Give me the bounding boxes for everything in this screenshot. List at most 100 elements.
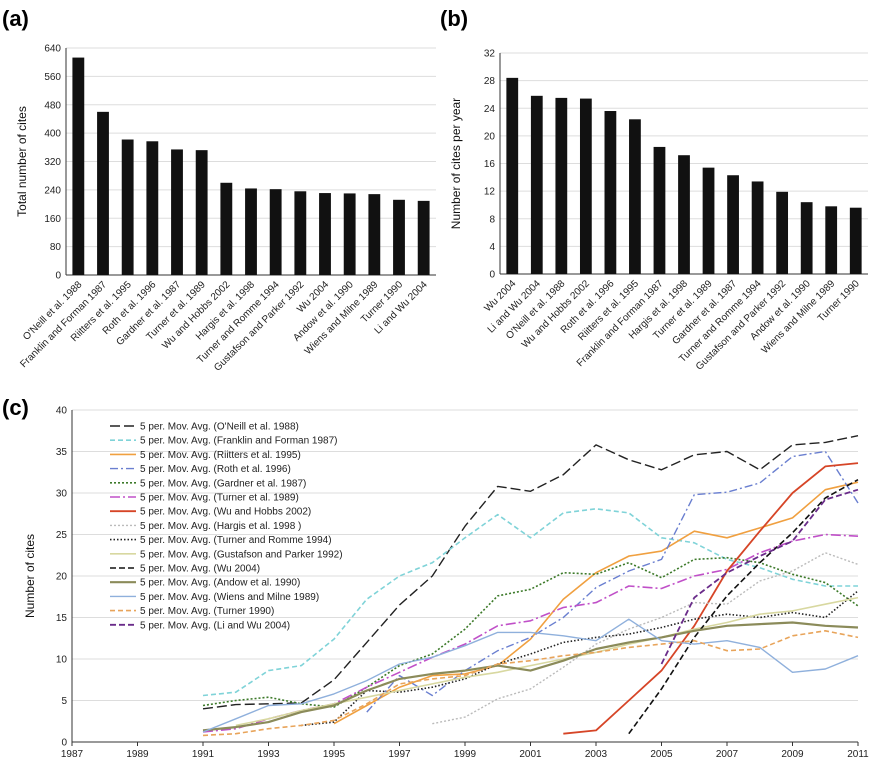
y-tick-label: 28	[484, 76, 496, 87]
y-tick-label: 20	[56, 572, 68, 583]
bar	[220, 182, 233, 275]
legend-entry: 5 per. Mov. Avg. (Wiens and Milne 1989)	[140, 592, 319, 603]
bar	[506, 77, 519, 274]
bar	[368, 194, 381, 275]
legend-entry: 5 per. Mov. Avg. (Turner and Romme 1994)	[140, 535, 332, 546]
y-tick-label: 25	[56, 530, 68, 541]
series-line	[202, 435, 859, 710]
bar	[269, 189, 282, 275]
y-tick-label: 640	[44, 44, 61, 55]
legend-entry: 5 per. Mov. Avg. (Li and Wu 2004)	[140, 620, 290, 631]
bar	[530, 95, 543, 274]
bar	[195, 150, 208, 275]
y-tick-label: 16	[484, 159, 496, 170]
y-tick-label: 0	[61, 738, 67, 749]
x-tick-label: 2009	[781, 749, 804, 760]
series-line	[660, 488, 859, 665]
bar	[849, 207, 862, 274]
panel-label-c: (c)	[2, 395, 29, 420]
series-line	[333, 481, 859, 725]
x-tick-label: 1989	[126, 749, 149, 760]
series-line	[202, 618, 859, 733]
series-line	[202, 629, 859, 737]
bar	[319, 193, 331, 275]
x-tick-label: 1987	[61, 749, 84, 760]
bar	[343, 193, 356, 275]
bar	[171, 149, 183, 275]
panel-label-b: (b)	[440, 6, 468, 31]
y-tick-label: 240	[44, 185, 61, 196]
series-line	[628, 479, 859, 735]
bar	[678, 155, 690, 274]
x-tick-label: 2007	[716, 749, 739, 760]
y-tick-label: 320	[44, 157, 61, 168]
bar	[245, 188, 257, 275]
y-axis-title: Total number of cites	[15, 106, 29, 217]
legend-entry: 5 per. Mov. Avg. (Turner et al. 1989)	[140, 493, 299, 504]
y-tick-label: 4	[489, 242, 495, 253]
bar	[146, 141, 159, 275]
bar	[121, 139, 134, 275]
x-tick-label: 1997	[388, 749, 411, 760]
y-tick-label: 8	[489, 214, 495, 225]
y-tick-label: 5	[61, 696, 67, 707]
y-tick-label: 35	[56, 447, 68, 458]
bar	[751, 181, 764, 274]
y-axis-title: Number of cites per year	[449, 98, 463, 229]
y-tick-label: 40	[56, 406, 68, 417]
y-tick-label: 20	[484, 131, 496, 142]
bar	[776, 191, 789, 274]
y-tick-label: 12	[484, 187, 496, 198]
bar	[294, 191, 307, 275]
x-tick-label: 1993	[257, 749, 280, 760]
bar	[393, 199, 405, 275]
y-tick-label: 160	[44, 214, 61, 225]
series-line	[432, 552, 859, 725]
x-tick-label: 1995	[323, 749, 346, 760]
bar	[825, 206, 838, 274]
x-tick-label: 1991	[192, 749, 215, 760]
y-tick-label: 80	[50, 242, 62, 253]
series-line	[563, 462, 859, 735]
x-tick-label: 2003	[585, 749, 608, 760]
bar	[702, 167, 715, 274]
series-line	[202, 621, 859, 732]
y-tick-label: 400	[44, 129, 61, 140]
y-tick-label: 32	[484, 49, 496, 60]
panel-label-a: (a)	[2, 6, 29, 31]
x-tick-label: 2001	[519, 749, 542, 760]
y-tick-label: 30	[56, 489, 68, 500]
legend-entry: 5 per. Mov. Avg. (Franklin and Forman 19…	[140, 436, 338, 447]
legend-entry: 5 per. Mov. Avg. (Wu and Hobbs 2002)	[140, 507, 311, 518]
bar	[604, 111, 617, 274]
y-tick-label: 0	[489, 270, 495, 281]
y-tick-label: 480	[44, 100, 61, 111]
series-line	[202, 507, 858, 697]
x-tick-label: 1999	[454, 749, 477, 760]
bar	[97, 111, 109, 275]
legend-entry: 5 per. Mov. Avg. (O'Neill et al. 1988)	[140, 422, 299, 433]
legend-entry: 5 per. Mov. Avg. (Wu 2004)	[140, 564, 260, 575]
line-chart-moving-averages: 0 5 10 15 20 25 30 35 40 1987 1989 1991 1993 1995 1997…	[23, 406, 869, 761]
y-axis-title: Number of cites	[23, 534, 37, 618]
bar	[579, 98, 592, 274]
bar	[72, 57, 85, 275]
bar	[417, 200, 430, 275]
bar	[800, 202, 813, 274]
legend-entry: 5 per. Mov. Avg. (Riitters et al. 1995)	[140, 450, 301, 461]
y-tick-label: 15	[56, 613, 68, 624]
y-tick-label: 0	[55, 271, 61, 282]
y-tick-label: 10	[56, 655, 68, 666]
legend-entry: 5 per. Mov. Avg. (Gardner et al. 1987)	[140, 478, 306, 489]
bar	[629, 119, 641, 274]
legend-entry: 5 per. Mov. Avg. (Andow et al. 1990)	[140, 578, 300, 589]
legend-entry: 5 per. Mov. Avg. (Turner 1990)	[140, 606, 274, 617]
y-tick-label: 560	[44, 72, 61, 83]
series-line	[202, 556, 859, 708]
bar	[653, 146, 666, 274]
x-tick-label: 2005	[650, 749, 673, 760]
y-tick-label: 24	[484, 104, 496, 115]
